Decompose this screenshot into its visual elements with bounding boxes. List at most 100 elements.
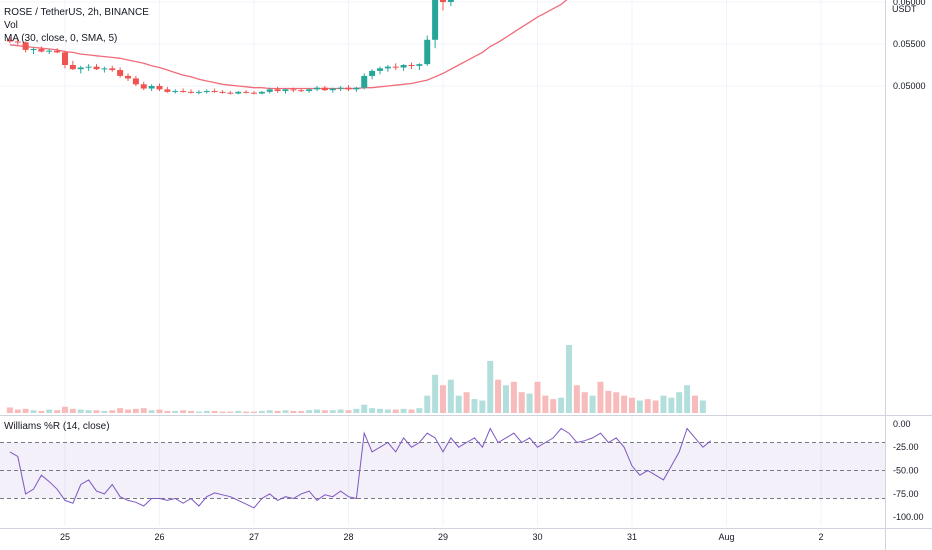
candle-body <box>306 89 313 92</box>
candle-body <box>400 65 407 68</box>
candle-body <box>46 50 53 52</box>
candle-body <box>117 70 124 76</box>
candle-body <box>227 92 234 94</box>
candle-body <box>337 87 344 89</box>
volume-bar <box>581 392 588 413</box>
candle-body <box>22 42 29 50</box>
volume-bar <box>691 395 698 413</box>
volume-bar <box>243 411 250 413</box>
volume-bar <box>463 392 470 413</box>
candle-body <box>101 68 108 70</box>
volume-bar <box>148 410 155 413</box>
volume-bar <box>132 408 139 413</box>
volume-bar <box>526 393 533 413</box>
williams-tick-label: -100.00 <box>893 512 924 522</box>
candle-body <box>140 84 147 89</box>
candle-body <box>30 49 37 51</box>
volume-bar <box>628 397 635 413</box>
volume-bar <box>455 395 462 413</box>
volume-bar <box>117 408 124 413</box>
x-tick-label: 25 <box>60 532 70 542</box>
candle-body <box>313 87 320 90</box>
currency-label: USDT <box>892 4 917 14</box>
volume-bar <box>77 409 84 413</box>
candle-body <box>235 91 242 94</box>
volume-bar <box>282 410 289 413</box>
volume-bar <box>495 379 502 413</box>
volume-bar <box>613 392 620 413</box>
volume-bar <box>439 385 446 413</box>
volume-bar <box>684 385 691 413</box>
candle-body <box>38 49 45 52</box>
volume-bar <box>54 410 61 413</box>
candle-body <box>54 50 61 53</box>
volume-bar <box>290 410 297 413</box>
candle-body <box>243 91 250 93</box>
volume-bar <box>85 410 92 413</box>
candle-body <box>439 0 446 2</box>
volume-bar <box>329 410 336 413</box>
candle-body <box>156 86 163 90</box>
volume-bar <box>660 395 667 413</box>
volume-bar <box>424 395 431 413</box>
candle-body <box>376 68 383 71</box>
volume-bar <box>447 379 454 413</box>
volume-bar <box>101 410 108 413</box>
volume-bar <box>361 404 368 413</box>
candle-body <box>290 89 297 91</box>
chart-title: ROSE / TetherUS, 2h, BINANCE <box>4 7 149 18</box>
volume-bar <box>376 408 383 413</box>
candle-body <box>124 75 131 79</box>
volume-bar <box>124 409 131 413</box>
volume-bar <box>109 410 116 413</box>
volume-bar <box>266 410 273 413</box>
candle-body <box>353 87 360 90</box>
williams-tick-label: -25.00 <box>893 442 919 452</box>
volume-bar <box>258 410 265 413</box>
volume-bar <box>597 381 604 413</box>
volume-bars <box>6 345 706 413</box>
candle-body <box>282 89 289 92</box>
volume-bar <box>180 410 187 413</box>
volume-bar <box>384 409 391 413</box>
candle-body <box>132 78 139 85</box>
candle-body <box>62 52 69 65</box>
candle-body <box>408 65 415 66</box>
candle-body <box>219 91 226 93</box>
volume-bar <box>565 345 572 413</box>
volume-bar <box>30 410 37 413</box>
candle-body <box>392 66 399 68</box>
x-tick-label: Aug <box>718 532 734 542</box>
volume-bar <box>479 400 486 413</box>
x-tick-label: 26 <box>154 532 164 542</box>
williams-line <box>9 427 712 509</box>
volume-bar <box>164 410 171 413</box>
volume-bar <box>487 360 494 413</box>
volume-bar <box>621 395 628 413</box>
volume-bar <box>668 397 675 413</box>
volume-bar <box>172 410 179 413</box>
candle-body <box>258 91 265 94</box>
candle-body <box>361 75 368 88</box>
volume-bar <box>605 390 612 413</box>
candle-body <box>85 66 92 68</box>
candle-body <box>345 87 352 90</box>
volume-bar <box>195 411 202 413</box>
volume-bar <box>416 408 423 413</box>
volume-bar <box>187 410 194 413</box>
volume-bar <box>250 411 257 413</box>
candle-body <box>172 91 179 93</box>
candle-body <box>109 68 116 71</box>
volume-bar <box>550 399 557 413</box>
volume-bar <box>156 409 163 413</box>
candle-body <box>424 39 431 65</box>
volume-bar <box>227 411 234 413</box>
candle-body <box>447 0 454 2</box>
volume-bar <box>211 410 218 413</box>
williams-tick-label: -50.00 <box>893 466 919 476</box>
volume-bar <box>652 400 659 413</box>
volume-bar <box>558 397 565 413</box>
x-tick-label: 31 <box>627 532 637 542</box>
